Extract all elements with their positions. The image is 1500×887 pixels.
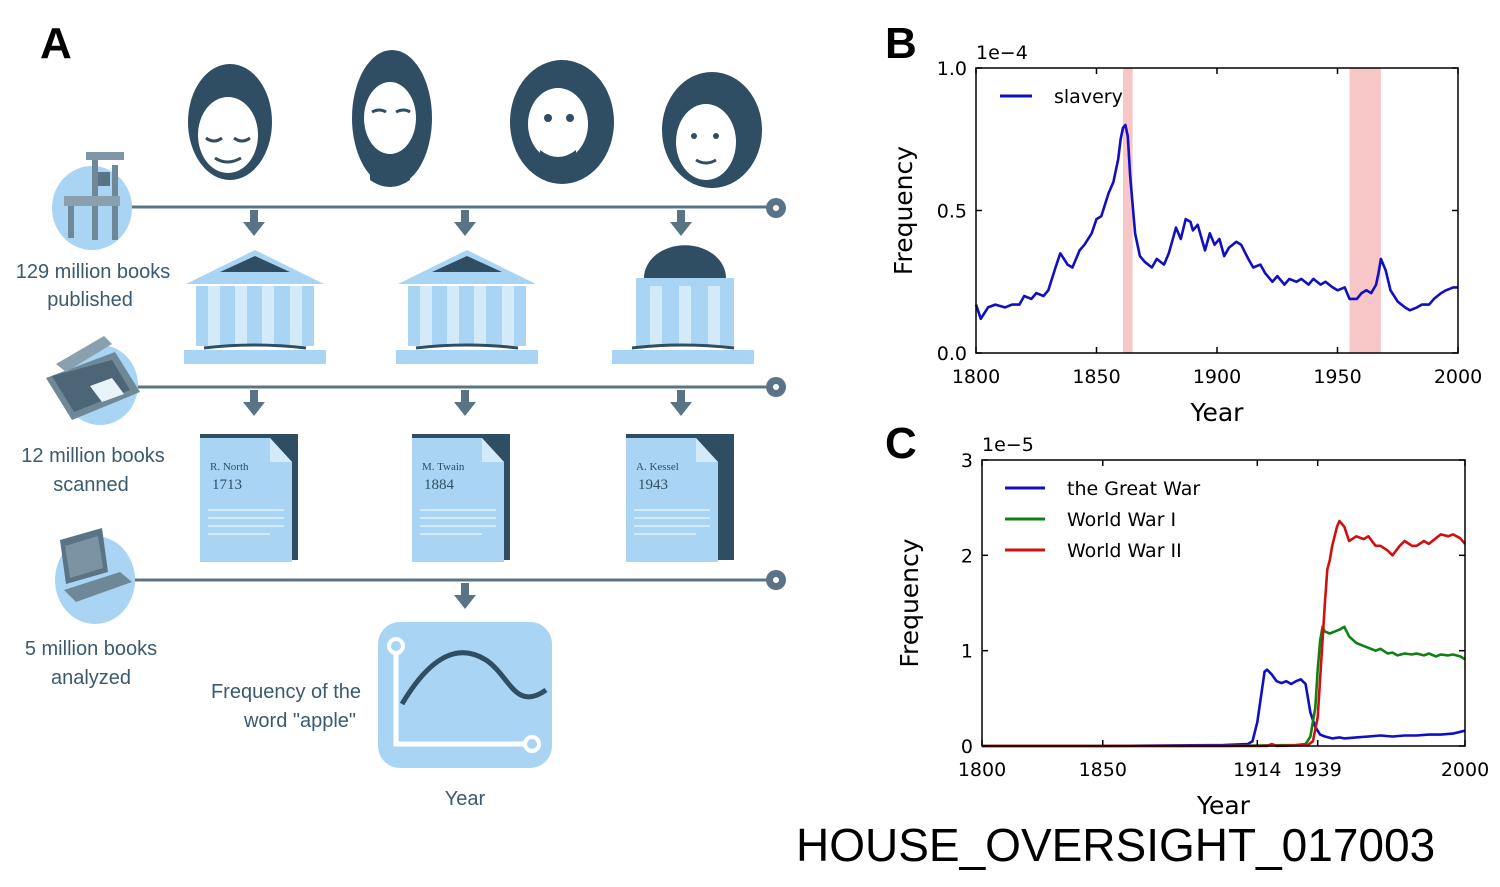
- library-icon-3: [612, 245, 754, 364]
- panel-c-scale-note: 1e−5: [982, 434, 1034, 456]
- panel-b-xtick-label-4: 1950: [1313, 366, 1361, 388]
- panel-c-series-line-1: [982, 668, 1466, 748]
- stage-3-label-line1: 5 million books: [25, 638, 157, 660]
- panel-c-ylabel: Frequency: [895, 538, 924, 667]
- panel-c-ytick-label-3: 2: [961, 545, 973, 567]
- panel-c-series-line-2: [982, 625, 1466, 748]
- panel-b-ytick-label-1: 0.0: [937, 343, 967, 365]
- panel-c-legend-label-2: World War I: [1067, 509, 1176, 531]
- result-label-line2: word "apple": [243, 710, 356, 732]
- library-icon-2: [396, 250, 538, 364]
- author-portrait-2: [352, 50, 432, 187]
- book-2-author: M. Twain: [422, 461, 465, 473]
- scanner-icon: [46, 336, 140, 425]
- book-3-year: 1943: [638, 477, 668, 493]
- panel-c-xtick-label-4: 1939: [1294, 759, 1342, 781]
- panel-b-legend-label-1: slavery: [1054, 86, 1123, 108]
- panel-c-xtick-label-2: 1850: [1079, 759, 1127, 781]
- book-1-author: R. North: [210, 461, 249, 473]
- panel-b-series-line-1: [974, 123, 1458, 321]
- arrows-row-1: [243, 210, 692, 609]
- panel-c-chart: C 1800 1850 1914 1939 2000 0 1 2 3 1e−5 Year Freque…: [885, 419, 1489, 820]
- panel-b-xtick-label-3: 1900: [1193, 366, 1241, 388]
- panel-b-ytick-label-3: 1.0: [937, 58, 967, 80]
- panel-c-xtick-label-3: 1914: [1233, 759, 1281, 781]
- library-icon-1: [184, 250, 326, 364]
- panel-c-xtick-label-5: 2000: [1441, 759, 1489, 781]
- panel-a: A 129: [16, 19, 786, 810]
- panel-b-xlabel: Year: [1190, 398, 1245, 427]
- book-2: M. Twain 1884: [412, 434, 510, 562]
- book-3: A. Kessel 1943: [626, 434, 734, 562]
- panel-c-series-line-3: [982, 519, 1466, 748]
- panel-b-xtick-label-2: 1850: [1072, 366, 1120, 388]
- panel-c-ytick-label-2: 1: [961, 641, 973, 663]
- panel-b-xtick-label-1: 1800: [952, 366, 1000, 388]
- author-portrait-4: [662, 72, 762, 188]
- panel-c-ytick-label-1: 0: [961, 736, 973, 758]
- author-portrait-3: [510, 60, 614, 184]
- computer-icon: [55, 528, 135, 624]
- author-portrait-1: [188, 64, 272, 180]
- book-1: R. North 1713: [200, 434, 298, 562]
- panel-b-shaded-span-1: [1123, 68, 1133, 353]
- stage-1-label-line1: 129 million books: [16, 261, 171, 283]
- book-2-year: 1884: [424, 477, 455, 493]
- panel-c-legend-label-1: the Great War: [1067, 478, 1200, 500]
- panel-c-xlabel: Year: [1196, 791, 1251, 820]
- frequency-screen-icon: [378, 622, 552, 768]
- panel-b-ylabel: Frequency: [889, 146, 918, 275]
- result-axis-label: Year: [445, 788, 486, 810]
- panel-c-legend-label-3: World War II: [1067, 540, 1182, 562]
- result-label-line1: Frequency of the: [211, 681, 361, 703]
- panel-b-letter: B: [885, 19, 917, 68]
- printing-press-icon: [52, 152, 132, 250]
- document-id-footer: HOUSE_OVERSIGHT_017003: [796, 819, 1436, 871]
- panel-b-chart: B 1800 1850 1900 1950 2000 0.0 0.5 1.0 1e−4 Year F…: [885, 19, 1482, 427]
- stage-2-label-line2: scanned: [53, 474, 129, 496]
- book-1-year: 1713: [212, 477, 242, 493]
- panel-b-xtick-label-5: 2000: [1434, 366, 1482, 388]
- panel-b-ytick-label-2: 0.5: [937, 201, 967, 223]
- panel-b-shaded-span-2: [1349, 68, 1381, 353]
- panel-c-letter: C: [885, 419, 917, 468]
- panel-b-scale-note: 1e−4: [976, 42, 1028, 64]
- panel-c-xtick-label-1: 1800: [958, 759, 1006, 781]
- stage-3-label-line2: analyzed: [51, 667, 131, 689]
- stage-1-label-line2: published: [47, 289, 133, 311]
- panel-c-axes-frame: [981, 459, 1466, 747]
- book-3-author: A. Kessel: [636, 461, 679, 473]
- panel-b-axes-frame: [975, 67, 1459, 354]
- panel-c-ytick-label-4: 3: [961, 450, 973, 472]
- panel-a-letter: A: [40, 19, 72, 68]
- stage-2-label-line1: 12 million books: [21, 445, 164, 467]
